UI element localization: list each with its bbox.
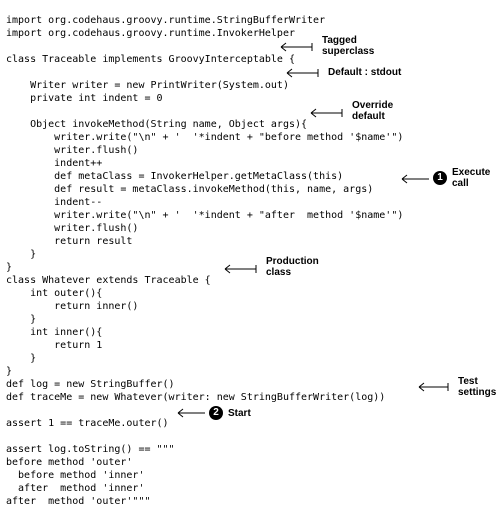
arrow-start <box>177 408 207 418</box>
arrow-execute-call <box>401 174 431 184</box>
arrow-override-default <box>310 108 348 118</box>
annot-text: Start <box>228 408 251 419</box>
callout-2: 2 <box>209 406 223 420</box>
annot-text: Execute <box>452 167 490 178</box>
code-listing: import org.codehaus.groovy.runtime.Strin… <box>6 14 403 508</box>
annot-text: Tagged <box>322 35 357 46</box>
callout-1: 1 <box>433 171 447 185</box>
annot-text: call <box>452 178 469 189</box>
annot-default-stdout: Default : stdout <box>328 67 401 78</box>
annot-text: Default : stdout <box>328 67 401 78</box>
annot-override-default: Override default <box>352 100 393 122</box>
arrow-default-stdout <box>286 68 324 78</box>
arrow-production-class <box>224 264 262 274</box>
arrow-test-settings <box>418 382 454 392</box>
annot-text: Override <box>352 100 393 111</box>
annot-text: default <box>352 111 385 122</box>
annot-execute-call: Execute call <box>452 167 490 189</box>
annot-text: superclass <box>322 46 374 57</box>
annot-production-class: Production class <box>266 256 319 278</box>
annot-tagged-superclass: Tagged superclass <box>322 35 374 57</box>
annot-start: Start <box>228 408 251 419</box>
annot-text: Production <box>266 256 319 267</box>
arrow-tagged-superclass <box>280 42 318 52</box>
annot-text: Test <box>458 376 478 387</box>
annot-test-settings: Test settings <box>458 376 496 398</box>
annot-text: class <box>266 267 291 278</box>
annot-text: settings <box>458 387 496 398</box>
